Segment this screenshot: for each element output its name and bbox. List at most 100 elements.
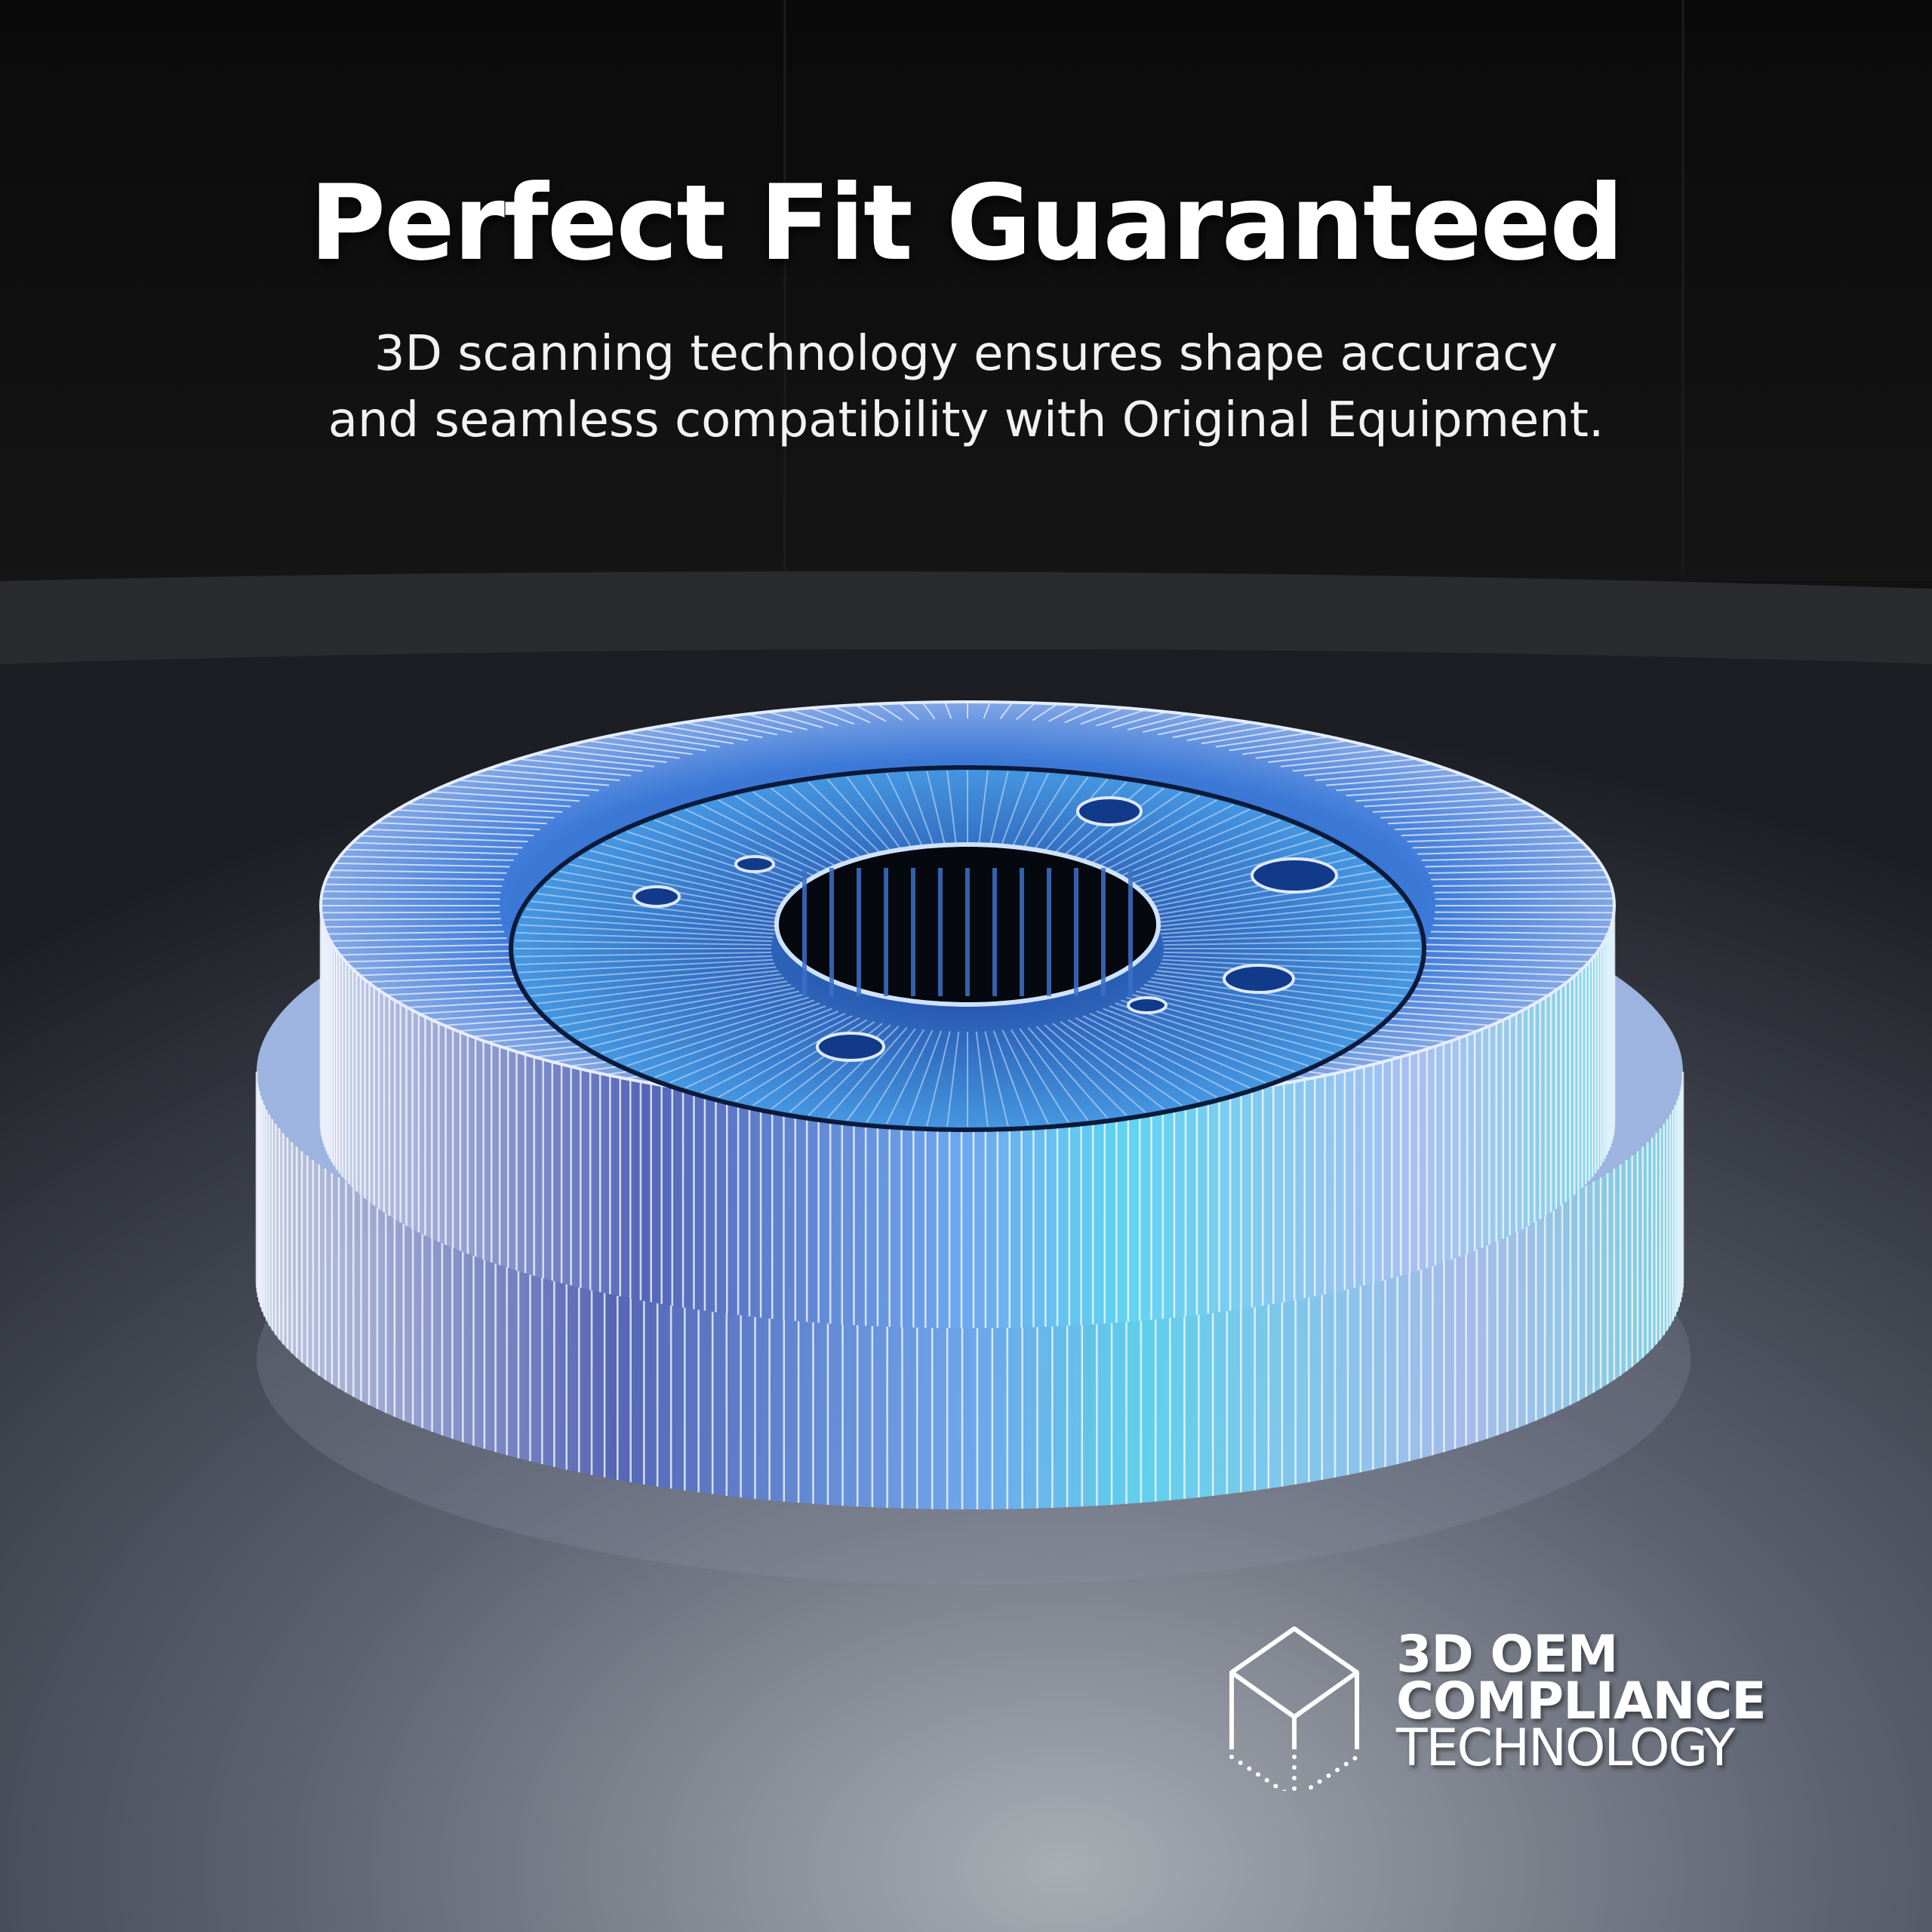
wireframe-line: [1075, 1017, 1218, 1098]
lug-holes: [632, 796, 1338, 1062]
wireframe-line: [334, 862, 510, 868]
wireframe-line: [624, 732, 720, 748]
wireframe-line: [1011, 1029, 1069, 1123]
wireframe-line: [568, 863, 795, 910]
wireframe-line: [331, 937, 507, 942]
wireframe-line: [700, 1015, 853, 1094]
wireframe-line: [866, 1029, 924, 1123]
wireframe-line: [578, 856, 800, 907]
wireframe-line: [1401, 828, 1567, 837]
wireframe-line: [1163, 951, 1420, 958]
wireframe-line: [1407, 835, 1576, 843]
wireframe-line: [1407, 968, 1576, 977]
wireframe-line: [516, 955, 773, 966]
wireframe-line: [340, 855, 514, 862]
wireframe-line: [1147, 878, 1384, 917]
wireframe-line: [487, 768, 620, 782]
wireframe-line: [975, 1031, 989, 1127]
wireframe-line: [531, 900, 779, 928]
wireframe-line: [1355, 791, 1504, 802]
wireframe-line: [568, 987, 795, 1034]
wireframe-line: [322, 891, 501, 894]
wireframe-line: [1064, 705, 1103, 724]
wireframe-line: [1186, 724, 1272, 742]
wireframe-line: [551, 980, 788, 1020]
wireframe-line: [407, 803, 563, 813]
wireframe-line: [669, 814, 839, 888]
wireframe-line: [1161, 958, 1417, 974]
wireframe-line: [1112, 711, 1168, 729]
wireframe-line: [654, 1008, 832, 1078]
wireframe-line: [537, 973, 781, 1004]
wireframe-line: [613, 999, 815, 1061]
wireframe-line: [704, 718, 778, 736]
wireframe-line: [334, 943, 510, 949]
wireframe-line: [1096, 709, 1146, 727]
wireframe-line: [587, 740, 693, 755]
wireframe-line: [518, 758, 643, 772]
wireframe-line: [1425, 943, 1601, 949]
wireframe-line: [1432, 883, 1611, 888]
wireframe-line: [322, 918, 501, 921]
wireframe-line: [854, 704, 887, 722]
wireframe-line: [1151, 977, 1392, 1012]
wireframe-line: [685, 1013, 846, 1089]
wireframe-line: [1315, 768, 1448, 782]
wireframe-line: [944, 701, 952, 719]
wireframe-line: [1115, 830, 1309, 895]
wireframe-line: [999, 702, 1014, 720]
wireframe-line: [1432, 924, 1611, 928]
wireframe-line: [377, 822, 540, 831]
wireframe-line: [1144, 983, 1376, 1027]
wireframe-line: [1135, 990, 1357, 1041]
ledge: [0, 571, 1932, 664]
wireframe-line: [377, 980, 540, 989]
wireframe-line: [1430, 876, 1608, 881]
wireframe-line: [1154, 893, 1398, 924]
wireframe-line: [359, 835, 528, 843]
wireframe-line: [472, 774, 610, 786]
wireframe-line: [1161, 924, 1417, 939]
wireframe-line: [1417, 956, 1589, 963]
wireframe-line: [1103, 1008, 1281, 1078]
wireframe-line: [877, 703, 903, 721]
wireframe-line: [1140, 987, 1367, 1034]
wireframe-line: [515, 940, 772, 946]
wireframe-line: [559, 983, 791, 1027]
oem-compliance-badge: 3D OEM COMPLIANCE TECHNOLOGY: [1223, 1621, 1796, 1795]
wireframe-line: [1120, 836, 1322, 898]
wireframe-line: [346, 956, 518, 963]
wireframe-line: [1027, 1026, 1109, 1119]
wireframe-line: [1201, 728, 1291, 745]
wireframe-line: [808, 1026, 900, 1116]
wireframe-line: [515, 951, 772, 958]
wireframe-line: [1395, 822, 1558, 831]
wireframe-line: [352, 962, 523, 970]
wireframe-line: [1434, 891, 1613, 894]
wireframe-line: [534, 753, 655, 768]
badge-line-2: COMPLIANCE: [1396, 1672, 1767, 1731]
wireframe-line: [1109, 824, 1296, 892]
wireframe-line: [1147, 980, 1384, 1020]
wireframe-line: [578, 990, 800, 1041]
wireframe-line: [639, 824, 826, 892]
wireframe-line: [1428, 937, 1604, 942]
wireframe-line: [767, 711, 823, 729]
wireframe-line: [1089, 808, 1251, 884]
page-title: Perfect Fit Guaranteed: [309, 162, 1624, 284]
wireframe-line: [984, 1031, 1009, 1127]
wireframe-line: [518, 958, 774, 974]
wireframe-line: [926, 1031, 951, 1127]
wireframe-line: [1268, 749, 1383, 764]
wireframe-line: [846, 1028, 916, 1121]
wireframe-line: [327, 876, 505, 881]
wireframe-line: [386, 815, 547, 825]
wireframe-line: [1428, 869, 1604, 874]
wireframe-line: [569, 744, 680, 759]
wireframe-line: [518, 924, 774, 939]
wireframe-line: [352, 841, 523, 849]
wireframe-line: [601, 996, 809, 1054]
wireframe-line: [589, 850, 804, 904]
wireframe-line: [457, 779, 599, 792]
wireframe-line: [626, 1002, 820, 1067]
